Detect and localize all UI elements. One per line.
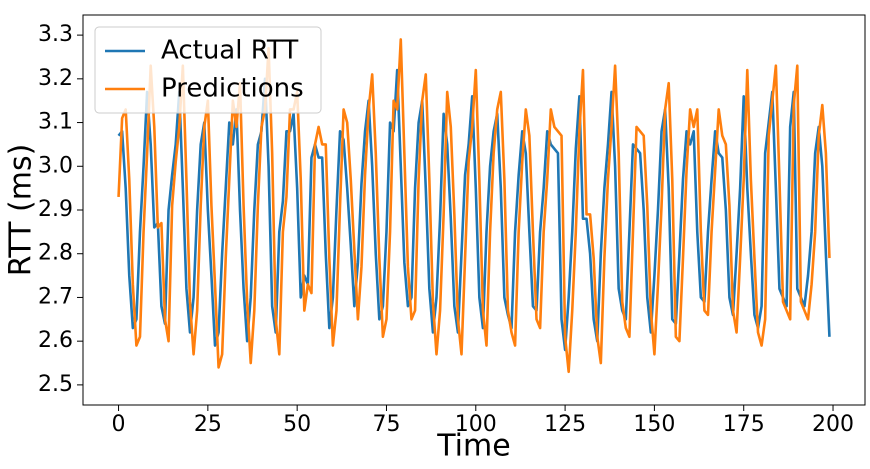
x-axis-label: Time	[436, 429, 510, 464]
y-tick-label: 2.5	[38, 372, 73, 397]
y-tick-label: 3.3	[38, 22, 73, 47]
legend-label: Actual RTT	[161, 36, 298, 66]
y-tick-label: 3.0	[38, 153, 73, 178]
x-tick-label: 75	[372, 412, 400, 437]
x-tick-label: 50	[283, 412, 311, 437]
x-tick-label: 125	[544, 412, 586, 437]
plot-frame	[82, 14, 866, 406]
x-tick-label: 150	[633, 412, 675, 437]
y-tick-label: 3.2	[38, 66, 73, 91]
x-tick-label: 25	[194, 412, 222, 437]
x-tick-label: 100	[455, 412, 497, 437]
series-line	[117, 38, 831, 374]
y-tick-label: 2.6	[38, 328, 73, 353]
y-tick-label: 3.1	[38, 110, 73, 135]
y-axis-label: RTT (ms)	[4, 144, 39, 277]
y-tick-label: 2.8	[38, 241, 73, 266]
legend-box	[94, 26, 322, 114]
legend-label: Predictions	[161, 74, 304, 104]
x-tick-label: 0	[112, 412, 126, 437]
x-tick-label: 200	[812, 412, 854, 437]
x-tick-label: 175	[723, 412, 765, 437]
y-tick-label: 2.9	[38, 197, 73, 222]
y-tick-label: 2.7	[38, 284, 73, 309]
